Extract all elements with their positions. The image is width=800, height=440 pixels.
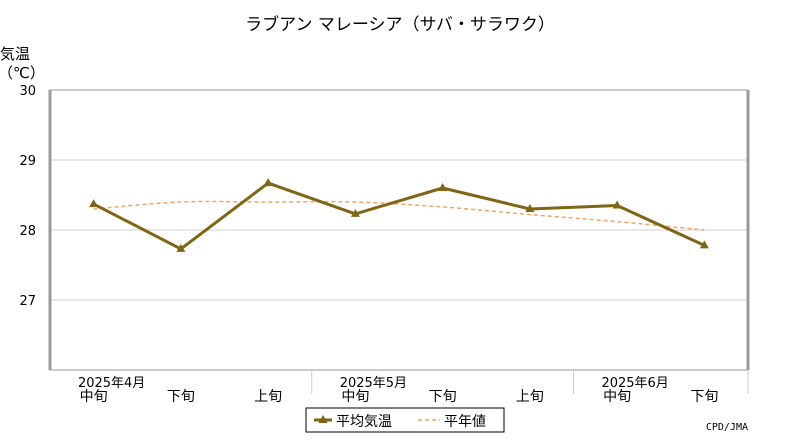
month-label: 2025年6月 <box>601 376 668 391</box>
month-label: 2025年5月 <box>340 376 407 391</box>
y-axis-label: 気温 <box>0 45 30 63</box>
y-tick-label: 27 <box>19 294 36 309</box>
x-label-layer: 中旬 下旬 上旬 中旬 下旬 上旬 中旬 下旬 2025年4月 2025年5月 2025年6月 <box>78 370 749 405</box>
x-tick-label: 下旬 <box>690 389 718 405</box>
credit: CPD/JMA <box>706 422 748 433</box>
x-tick-label: 上旬 <box>516 389 544 405</box>
x-tick-label: 中旬 <box>80 389 108 405</box>
x-tick-label: 中旬 <box>341 389 369 405</box>
y-tick-layer: 27 28 29 30 <box>19 84 36 309</box>
chart-title: ラブアン マレーシア（サバ・サラワク） <box>245 14 555 35</box>
series-layer <box>89 178 709 252</box>
series-avg-point <box>89 199 99 208</box>
legend-normal-label: 平年値 <box>444 414 486 430</box>
series-avg-point <box>525 204 535 212</box>
y-tick-label: 29 <box>19 154 36 169</box>
x-tick-label: 上旬 <box>254 389 282 405</box>
legend-avg-label: 平均気温 <box>336 414 392 430</box>
legend-avg-marker <box>318 415 328 423</box>
series-avg-point <box>350 208 360 217</box>
legend-box <box>305 407 505 433</box>
y-tick-label: 30 <box>19 84 36 99</box>
series-avg-point <box>438 183 448 191</box>
x-tick-label: 中旬 <box>603 389 631 405</box>
y-axis-unit: （℃） <box>0 64 45 82</box>
month-label: 2025年4月 <box>78 376 145 391</box>
series-avg-point <box>612 200 622 209</box>
x-tick-label: 下旬 <box>167 389 195 405</box>
series-avg-point <box>699 240 709 249</box>
series-avg-line <box>92 181 705 251</box>
series-avg-point <box>176 243 186 252</box>
series-avg-point <box>263 178 273 187</box>
grid-layer <box>50 159 748 301</box>
x-tick-label: 下旬 <box>429 389 457 405</box>
y-tick-label: 28 <box>19 224 36 239</box>
legend: 平均気温 平年値 <box>305 407 505 433</box>
